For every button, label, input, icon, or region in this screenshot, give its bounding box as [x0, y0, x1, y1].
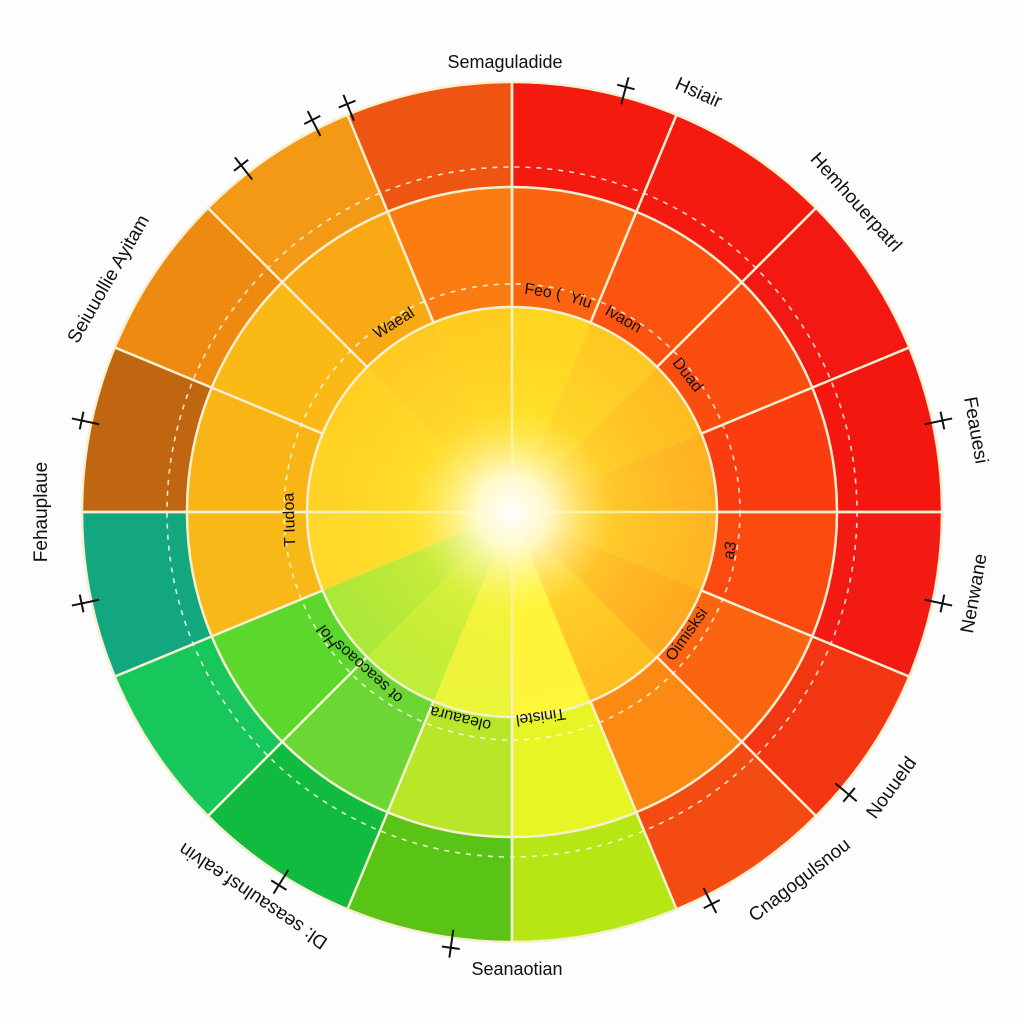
- tick-crossbar-5: [842, 787, 856, 803]
- center-glow: [307, 307, 717, 717]
- middle-ring-sector-0: [512, 187, 637, 323]
- spoke-line-10: [207, 656, 368, 817]
- tick-crossbar-4: [939, 594, 946, 613]
- spoke-line-13: [114, 346, 324, 435]
- tick-mark-4: [924, 598, 953, 607]
- inner-label-10: T Iudoa: [280, 492, 299, 547]
- tick-mark-10: [71, 417, 100, 426]
- tick-crossbar-10: [78, 411, 85, 430]
- tick-mark-8: [272, 869, 290, 895]
- middle-ring-sector-4: [701, 512, 837, 637]
- tick-crossbar-2: [616, 83, 635, 91]
- outer-ring-sector-7: [512, 812, 677, 942]
- outer-ring-sector-14: [207, 114, 388, 283]
- middle-ring-sector-7: [512, 701, 637, 837]
- spoke-line-11: [114, 589, 324, 678]
- inner-label-0: Feo (: [523, 281, 563, 303]
- spoke-line-1: [589, 114, 678, 324]
- outer-ring-sector-0: [512, 82, 677, 212]
- outer-ring-sector-1: [636, 114, 817, 283]
- tick-mark-9: [71, 598, 100, 607]
- outer-ring-sector-8: [347, 812, 512, 942]
- chart-title: Semaguladide: [447, 52, 562, 72]
- tick-mark-11: [306, 110, 322, 137]
- tick-crossbar-7: [441, 945, 460, 950]
- inner-label-6: Tinistel: [515, 704, 567, 728]
- tick-mark-5: [834, 782, 858, 803]
- tick-mark-2: [620, 77, 630, 105]
- outer-ring-sector-3: [812, 347, 942, 512]
- outer-ring-sector-5: [741, 636, 910, 817]
- chart-ticks: [71, 77, 953, 958]
- spoke-line-15: [346, 114, 435, 324]
- tick-mark-0: [342, 94, 355, 122]
- outer-label-0: Hsiair: [672, 74, 726, 113]
- tick-crossbar-11: [303, 114, 321, 125]
- outer-ring-sector-6: [636, 741, 817, 910]
- outer-ring-sector-11: [82, 512, 212, 677]
- outer-ring-sector-9: [207, 741, 388, 910]
- tick-crossbar-0: [338, 99, 356, 109]
- tick-mark-7: [448, 929, 455, 958]
- outer-ring-sector-12: [82, 347, 212, 512]
- middle-ring-sector-3: [701, 387, 837, 512]
- spoke-line-7: [589, 700, 678, 910]
- middle-ring-sector-11: [187, 512, 323, 637]
- spoke-line-14: [207, 207, 368, 368]
- tick-crossbar-6: [703, 899, 721, 910]
- inner-label-4: a3: [720, 540, 740, 561]
- spoke-line-5: [700, 589, 910, 678]
- tick-crossbar-9: [78, 594, 85, 613]
- tick-crossbar-3: [939, 411, 946, 430]
- spoke-line-3: [700, 346, 910, 435]
- bottom-label: Seanaotian: [471, 959, 562, 979]
- spoke-line-9: [346, 700, 435, 910]
- inner-label-1: Yiu: [567, 289, 594, 312]
- outer-ring-sector-15: [347, 82, 512, 212]
- outer-ring-sector-10: [114, 636, 283, 817]
- middle-ring-sector-8: [387, 701, 512, 837]
- outer-label-3: Nenwane: [957, 552, 992, 635]
- middle-ring-sector-12: [187, 387, 323, 512]
- middle-ring-sector-15: [387, 187, 512, 323]
- tick-crossbar-1: [233, 158, 249, 172]
- tick-crossbar-8: [270, 879, 287, 891]
- spoke-line-6: [656, 656, 817, 817]
- tick-mark-6: [702, 887, 718, 914]
- spoke-line-2: [656, 207, 817, 368]
- outer-ring-sector-4: [812, 512, 942, 677]
- outer-label-2: Feauesi: [959, 395, 991, 465]
- outer-label-7: Fehauplaue: [31, 462, 52, 562]
- outer-label-4: Nouueld: [863, 753, 922, 823]
- tick-mark-3: [924, 417, 953, 426]
- tick-mark-1: [234, 156, 253, 181]
- outer-ring-sector-2: [741, 207, 910, 388]
- outer-ring-sector-13: [114, 207, 283, 388]
